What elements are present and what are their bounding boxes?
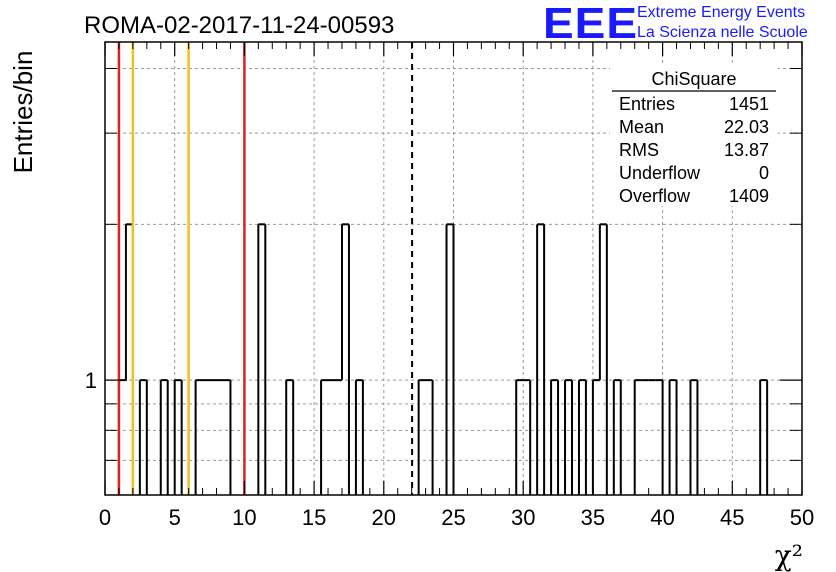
stats-row-value: 13.87 bbox=[724, 140, 769, 160]
eee-logo: EEE bbox=[543, 0, 639, 48]
histogram-bin bbox=[759, 379, 769, 495]
histogram-bin bbox=[564, 379, 573, 495]
histogram-bin bbox=[257, 223, 267, 495]
stats-row-value: 22.03 bbox=[724, 117, 769, 137]
stats-box-background bbox=[610, 66, 778, 206]
histogram-bin bbox=[577, 379, 587, 495]
histogram-bin bbox=[598, 223, 608, 495]
x-tick-label: 25 bbox=[441, 505, 465, 530]
marker-lines bbox=[117, 42, 414, 495]
x-tick-label: 10 bbox=[232, 505, 256, 530]
x-axis-label: χ² bbox=[775, 539, 803, 572]
histogram-bin bbox=[159, 379, 169, 495]
stats-box-title: ChiSquare bbox=[651, 69, 736, 89]
histogram-bin bbox=[173, 379, 183, 495]
histogram-bin bbox=[689, 379, 699, 495]
histogram-bin bbox=[194, 379, 203, 495]
histogram-bin bbox=[138, 379, 148, 495]
histogram-bin bbox=[612, 379, 622, 495]
stats-row-label: Underflow bbox=[619, 163, 701, 183]
stats-row-label: Overflow bbox=[619, 186, 691, 206]
logo-line-2: La Scienza nelle Scuole bbox=[637, 24, 808, 41]
x-tick-label: 15 bbox=[302, 505, 326, 530]
histogram-bars bbox=[117, 223, 769, 495]
x-tick-label: 5 bbox=[169, 505, 181, 530]
histogram-bin bbox=[515, 379, 524, 495]
stats-box: ChiSquare Entries 1451 Mean 22.03 RMS 13.87 Un… bbox=[610, 66, 778, 206]
x-tick-label: 50 bbox=[790, 505, 814, 530]
y-tick-label: 1 bbox=[85, 368, 97, 393]
histogram-bin bbox=[536, 223, 546, 495]
x-axis-ticks: 0 5 10 15 20 25 30 35 40 45 50 bbox=[99, 42, 814, 530]
logo-line-1: Extreme Energy Events bbox=[637, 4, 806, 21]
histogram-bin bbox=[668, 379, 678, 495]
y-axis-ticks: 1 bbox=[85, 67, 802, 461]
x-tick-label: 0 bbox=[99, 505, 111, 530]
stats-row-label: Entries bbox=[619, 94, 675, 114]
x-tick-label: 35 bbox=[581, 505, 605, 530]
x-tick-label: 40 bbox=[650, 505, 674, 530]
x-tick-label: 30 bbox=[511, 505, 535, 530]
histogram-bin bbox=[655, 379, 664, 495]
histogram-bin bbox=[354, 379, 364, 495]
histogram-bin bbox=[320, 379, 329, 495]
histogram-bin bbox=[425, 379, 434, 495]
histogram-bin bbox=[633, 379, 642, 495]
stats-row-label: Mean bbox=[619, 117, 664, 137]
histogram-bin bbox=[523, 379, 532, 495]
chart-title: ROMA-02-2017-11-24-00593 bbox=[84, 12, 394, 39]
stats-row-value: 1451 bbox=[729, 94, 769, 114]
stats-row-value: 1409 bbox=[729, 186, 769, 206]
y-axis-label: Entries/bin bbox=[8, 51, 38, 174]
histogram-bin bbox=[285, 379, 295, 495]
histogram-bin bbox=[340, 223, 350, 495]
histogram-bin bbox=[417, 379, 426, 495]
stats-row-value: 0 bbox=[759, 163, 769, 183]
stats-row-label: RMS bbox=[619, 140, 659, 160]
x-tick-label: 20 bbox=[372, 505, 396, 530]
histogram-bin bbox=[223, 379, 232, 495]
histogram-bin bbox=[550, 379, 560, 495]
histogram-bin bbox=[591, 379, 600, 495]
x-tick-label: 45 bbox=[720, 505, 744, 530]
histogram-bin bbox=[445, 223, 455, 495]
